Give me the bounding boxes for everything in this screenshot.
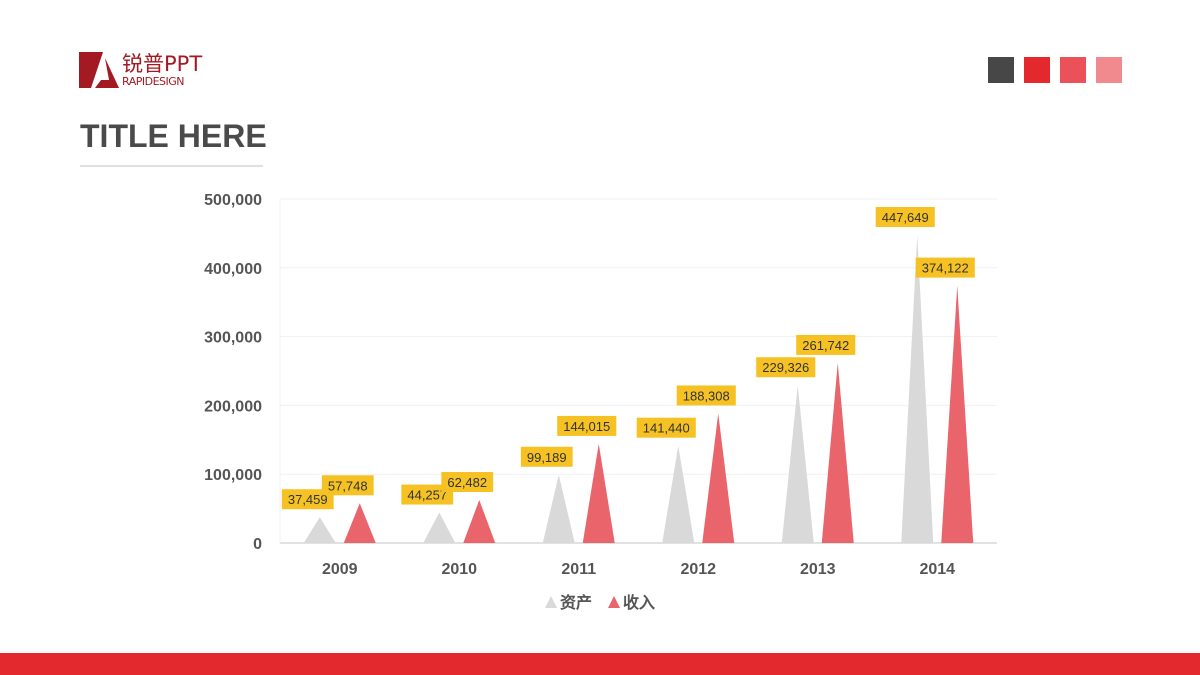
data-label: 447,649 (882, 210, 929, 225)
data-label-bg (321, 475, 374, 496)
triangle-bar-asset (781, 385, 814, 543)
x-tick-label: 2011 (561, 561, 596, 578)
triangle-bar-asset (662, 445, 695, 543)
y-tick-label: 0 (253, 536, 262, 553)
x-tick-label: 2012 (680, 561, 716, 578)
data-label-bg (401, 484, 454, 505)
data-label-bg (875, 207, 935, 228)
data-label-bg (796, 334, 856, 355)
color-swatch-1 (988, 57, 1014, 83)
data-label-bg (520, 446, 573, 467)
triangle-bar-income (343, 503, 376, 543)
triangle-bar-income (702, 413, 735, 543)
triangle-bar-asset (542, 474, 575, 543)
data-label-bg (441, 472, 494, 493)
data-label: 57,748 (328, 478, 368, 493)
page-title: TITLE HERE (80, 118, 267, 154)
data-label-bg (756, 357, 816, 378)
x-tick-label: 2010 (441, 561, 477, 578)
y-tick-label: 300,000 (204, 330, 262, 347)
data-label-bg (915, 257, 975, 278)
data-label: 188,308 (683, 388, 730, 403)
legend-label: 资产 (560, 593, 592, 612)
legend-income-icon (608, 596, 620, 608)
triangle-bar-asset (303, 517, 336, 543)
data-label: 37,459 (288, 492, 328, 507)
data-label-bg (636, 417, 696, 438)
data-label: 141,440 (643, 421, 690, 436)
data-label-bg (676, 385, 736, 406)
data-label: 229,326 (762, 360, 809, 375)
triangle-bar-income (821, 362, 854, 543)
data-label: 62,482 (447, 475, 487, 490)
triangle-bar-income (463, 500, 496, 543)
y-tick-label: 400,000 (204, 261, 262, 278)
data-label-bg (281, 489, 334, 510)
data-label: 144,015 (563, 419, 610, 434)
data-label-bg (557, 415, 617, 436)
x-tick-label: 2009 (322, 561, 358, 578)
color-swatch-4 (1096, 57, 1122, 83)
color-swatch-2 (1024, 57, 1050, 83)
y-tick-label: 200,000 (204, 398, 262, 415)
data-label: 374,122 (922, 261, 969, 276)
y-tick-label: 100,000 (204, 467, 262, 484)
x-tick-label: 2013 (800, 561, 836, 578)
x-tick-label: 2014 (919, 561, 955, 578)
legend-asset-icon (545, 596, 557, 608)
logo-subtext: RAPIDESIGN (122, 75, 185, 88)
triangle-bar-asset (423, 512, 456, 543)
title-divider (80, 165, 263, 167)
color-swatch-3 (1060, 57, 1086, 83)
data-label: 44,257 (407, 488, 447, 503)
triangle-bar-asset (901, 235, 934, 543)
logo-mark-icon (79, 52, 119, 88)
data-label: 261,742 (802, 338, 849, 353)
triangle-bar-income (941, 285, 974, 543)
logo-text: 锐普PPT (122, 52, 203, 76)
triangle-bar-income (582, 443, 615, 543)
data-label: 99,189 (527, 450, 567, 465)
bottom-bar (0, 653, 1200, 675)
legend-label: 收入 (623, 593, 655, 612)
y-tick-label: 500,000 (204, 192, 262, 209)
